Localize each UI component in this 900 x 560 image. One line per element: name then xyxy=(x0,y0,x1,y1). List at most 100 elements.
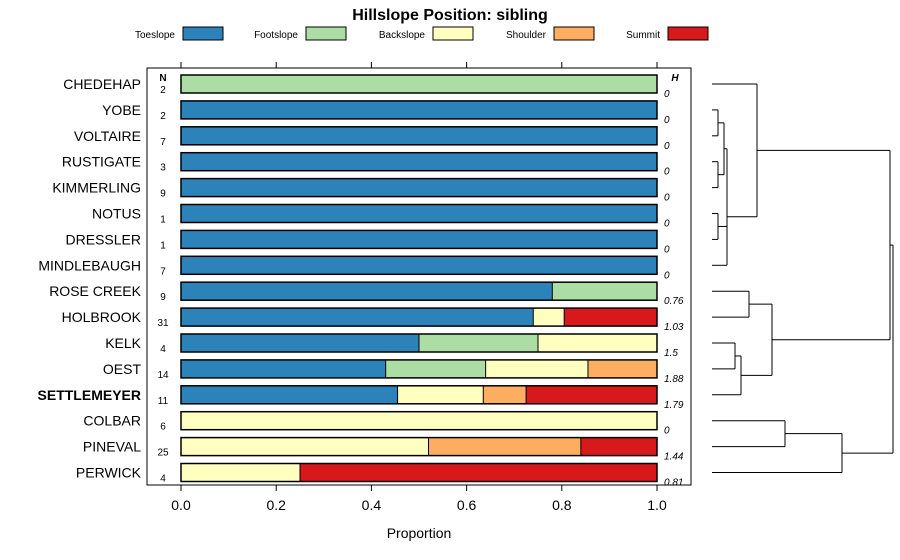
bar-segment-summit xyxy=(564,308,657,327)
legend-swatch-footslope xyxy=(305,26,347,41)
category-label: KIMMERLING xyxy=(52,180,141,196)
chart-title: Hillslope Position: sibling xyxy=(352,7,548,24)
bar-outline xyxy=(180,307,658,327)
category-label: NOTUS xyxy=(92,206,141,222)
bar-segment-backslope xyxy=(485,359,588,378)
h-value: 0 xyxy=(664,244,670,255)
n-value: 3 xyxy=(160,163,166,174)
bar-segment-backslope xyxy=(181,463,300,482)
category-label: CHEDEHAP xyxy=(63,76,141,92)
x-tick-label: 0.2 xyxy=(266,497,286,513)
bar-outline xyxy=(180,255,658,276)
x-tick-label: 0.6 xyxy=(457,497,477,513)
legend-label-footslope: Footslope xyxy=(254,30,298,41)
bar-segment-backslope xyxy=(397,385,484,404)
bar-segment-toeslope xyxy=(181,256,657,275)
bar-row: ROSE CREEK 9 0.76 xyxy=(49,281,684,307)
bar-outline xyxy=(180,100,658,120)
h-value: 0.76 xyxy=(664,296,684,307)
bar-outline xyxy=(180,203,658,224)
bar-segment-toeslope xyxy=(181,334,419,352)
h-value: 1.03 xyxy=(664,322,684,333)
category-label: DRESSLER xyxy=(66,231,141,247)
legend-swatch-backslope xyxy=(432,26,474,41)
n-value: 2 xyxy=(160,111,166,122)
h-value: 1.88 xyxy=(664,374,684,385)
category-label: YOBE xyxy=(102,102,141,118)
bar-segment-summit xyxy=(526,385,657,404)
category-label: HOLBROOK xyxy=(62,309,142,325)
n-column-header: N xyxy=(159,73,166,84)
bar-row: KIMMERLING 9 0 xyxy=(52,177,670,204)
bar-segment-toeslope xyxy=(181,178,657,197)
h-value: 0 xyxy=(664,167,670,178)
category-label: OEST xyxy=(103,361,142,377)
bar-outline xyxy=(180,74,658,94)
bar-row: PINEVAL 25 1.44 xyxy=(83,436,684,463)
n-value: 7 xyxy=(160,137,166,148)
legend-label-summit: Summit xyxy=(626,30,660,41)
bar-segment-toeslope xyxy=(181,359,386,378)
n-value: 4 xyxy=(160,474,166,485)
category-label: KELK xyxy=(105,335,141,351)
x-axis-title: Proportion xyxy=(387,525,452,541)
bar-row: VOLTAIRE 7 0 xyxy=(74,126,670,152)
legend-swatch-summit xyxy=(667,26,709,41)
bar-row: CHEDEHAP 2 0 xyxy=(63,74,670,100)
dendrogram xyxy=(712,83,894,473)
category-label: SETTLEMEYER xyxy=(38,387,141,403)
bar-segment-toeslope xyxy=(181,152,657,171)
bar-row: DRESSLER 1 0 xyxy=(66,229,670,255)
bar-row: HOLBROOK 31 1.03 xyxy=(62,307,684,333)
h-value: 0 xyxy=(664,89,670,100)
h-value: 0 xyxy=(664,270,670,281)
bar-segment-shoulder xyxy=(587,359,657,378)
category-label: COLBAR xyxy=(83,413,141,429)
bar-outline xyxy=(180,436,658,457)
category-label: ROSE CREEK xyxy=(49,283,141,299)
bar-outline xyxy=(180,177,658,198)
h-value: 0.81 xyxy=(664,478,683,489)
legend-swatch-shoulder xyxy=(553,26,595,41)
bar-segment-shoulder xyxy=(483,385,527,404)
bar-segment-footslope xyxy=(419,334,538,352)
category-label: PINEVAL xyxy=(83,439,141,455)
bar-segment-toeslope xyxy=(181,204,657,223)
x-tick-label: 1.0 xyxy=(647,497,667,513)
bar-segment-toeslope xyxy=(181,282,553,301)
bar-segment-backslope xyxy=(181,411,657,430)
n-value: 25 xyxy=(157,448,169,459)
bar-row: KELK 4 1.5 xyxy=(105,333,678,359)
bar-outline xyxy=(180,359,658,379)
category-label: MINDLEBAUGH xyxy=(38,257,141,273)
n-value: 4 xyxy=(160,344,166,355)
bar-segment-footslope xyxy=(181,75,657,93)
bar-outline xyxy=(180,126,658,146)
bar-outline xyxy=(180,410,658,431)
h-value: 0 xyxy=(664,193,670,204)
n-value: 31 xyxy=(157,318,169,329)
bar-segment-backslope xyxy=(181,437,429,456)
h-value: 0 xyxy=(664,426,670,437)
bar-outline xyxy=(180,151,658,172)
n-value: 11 xyxy=(158,396,169,407)
bar-outline xyxy=(180,229,658,250)
bar-segment-shoulder xyxy=(428,437,581,456)
n-value: 1 xyxy=(160,215,166,226)
legend-label-backslope: Backslope xyxy=(379,30,426,41)
h-value: 0 xyxy=(664,115,670,126)
h-value: 0 xyxy=(664,141,670,152)
h-value: 1.44 xyxy=(664,452,684,463)
bar-outline xyxy=(180,385,658,405)
h-value: 1.79 xyxy=(664,400,684,411)
bar-segment-footslope xyxy=(385,359,486,378)
x-tick-label: 0.4 xyxy=(362,497,382,513)
bar-segment-toeslope xyxy=(181,230,657,249)
bar-row: YOBE 2 0 xyxy=(102,100,670,126)
bar-row: MINDLEBAUGH 7 0 xyxy=(38,255,670,281)
n-value: 1 xyxy=(160,240,166,251)
n-value: 7 xyxy=(160,266,166,277)
plot-frame xyxy=(146,67,692,486)
